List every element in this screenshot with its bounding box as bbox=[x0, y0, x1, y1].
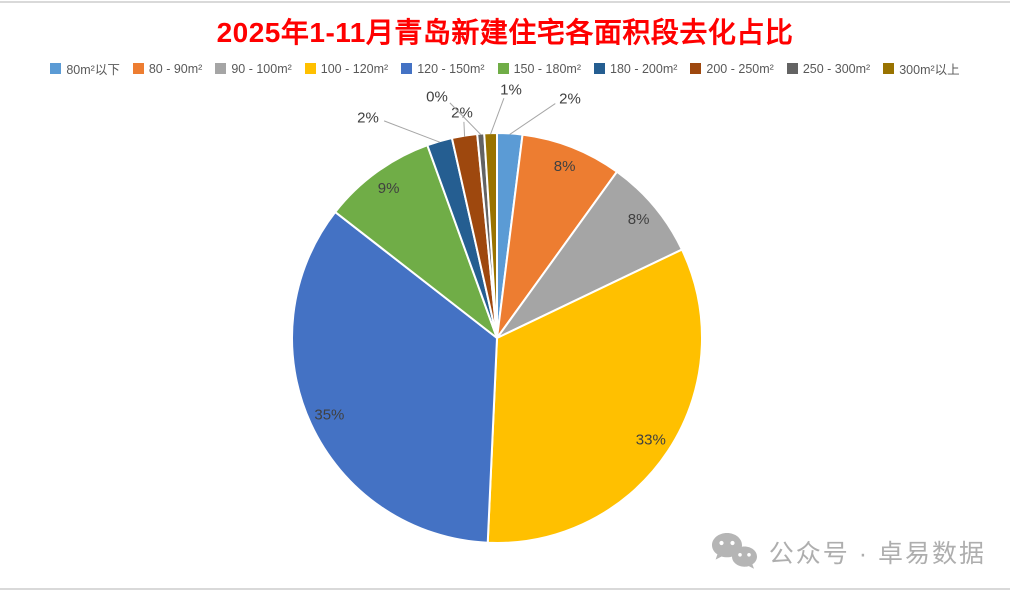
legend-item: 80m²以下 bbox=[50, 59, 120, 78]
leader-line bbox=[509, 103, 556, 135]
leader-line bbox=[383, 120, 440, 143]
legend-label: 80 - 90m² bbox=[148, 61, 203, 76]
data-label: 2% bbox=[451, 105, 473, 122]
legend-label: 150 - 180m² bbox=[513, 61, 581, 76]
legend-item: 120 - 150m² bbox=[401, 61, 485, 76]
legend-label: 180 - 200m² bbox=[610, 61, 678, 76]
bottom-divider bbox=[0, 588, 1010, 590]
legend-item: 250 - 300m² bbox=[786, 61, 871, 76]
leader-line bbox=[490, 98, 505, 135]
legend-label: 120 - 150m² bbox=[417, 61, 485, 76]
data-label: 8% bbox=[628, 211, 650, 228]
legend-item: 200 - 250m² bbox=[690, 61, 774, 76]
pie-slice bbox=[496, 170, 683, 339]
legend-label: 80m²以下 bbox=[66, 63, 120, 77]
legend-item: 300m²以上 bbox=[883, 59, 960, 78]
legend-label: 300m²以上 bbox=[899, 63, 960, 77]
pie-slice bbox=[291, 211, 498, 544]
data-label: 9% bbox=[378, 180, 400, 197]
leader-line bbox=[449, 102, 482, 135]
legend-item: 80 - 90m² bbox=[132, 61, 203, 76]
legend-label: 100 - 120m² bbox=[320, 61, 389, 76]
pie-slice bbox=[496, 133, 618, 339]
data-label: 2% bbox=[559, 91, 581, 108]
data-label: 0% bbox=[426, 89, 448, 106]
chart-legend: 80m²以下 80 - 90m² 90 - 100m² 100 - 120m² 120 … bbox=[0, 59, 1010, 78]
legend-label: 90 - 100m² bbox=[231, 61, 292, 76]
legend-swatch bbox=[883, 63, 895, 74]
legend-item: 180 - 200m² bbox=[594, 62, 677, 76]
legend-swatch bbox=[132, 63, 144, 74]
legend-swatch bbox=[215, 63, 227, 74]
legend-label: 200 - 250m² bbox=[706, 61, 774, 76]
legend-swatch bbox=[401, 63, 413, 74]
legend-item: 90 - 100m² bbox=[215, 61, 292, 76]
legend-swatch bbox=[304, 63, 316, 74]
data-label: 8% bbox=[554, 158, 576, 175]
legend-item: 150 - 180m² bbox=[497, 61, 581, 76]
data-label: 35% bbox=[314, 407, 344, 424]
legend-swatch bbox=[497, 63, 509, 74]
data-label: 1% bbox=[500, 82, 522, 99]
legend-swatch bbox=[690, 63, 702, 74]
legend-label: 250 - 300m² bbox=[802, 61, 871, 76]
legend-swatch bbox=[50, 63, 62, 74]
data-label: 33% bbox=[636, 431, 666, 448]
data-label: 2% bbox=[357, 110, 379, 127]
wechat-icon bbox=[711, 533, 757, 569]
legend-item: 100 - 120m² bbox=[304, 61, 389, 76]
leader-line bbox=[463, 121, 466, 137]
pie-slice bbox=[486, 248, 703, 544]
watermark: 公众号 · 卓易数据 bbox=[709, 531, 986, 573]
pie-slice bbox=[334, 144, 498, 339]
legend-swatch bbox=[594, 63, 605, 74]
chart-title: 2025年1-11月青岛新建住宅各面积段去化占比 bbox=[216, 17, 794, 48]
legend-swatch bbox=[786, 63, 798, 74]
watermark-text: 公众号 · 卓易数据 bbox=[768, 540, 986, 568]
top-divider bbox=[0, 1, 1010, 3]
